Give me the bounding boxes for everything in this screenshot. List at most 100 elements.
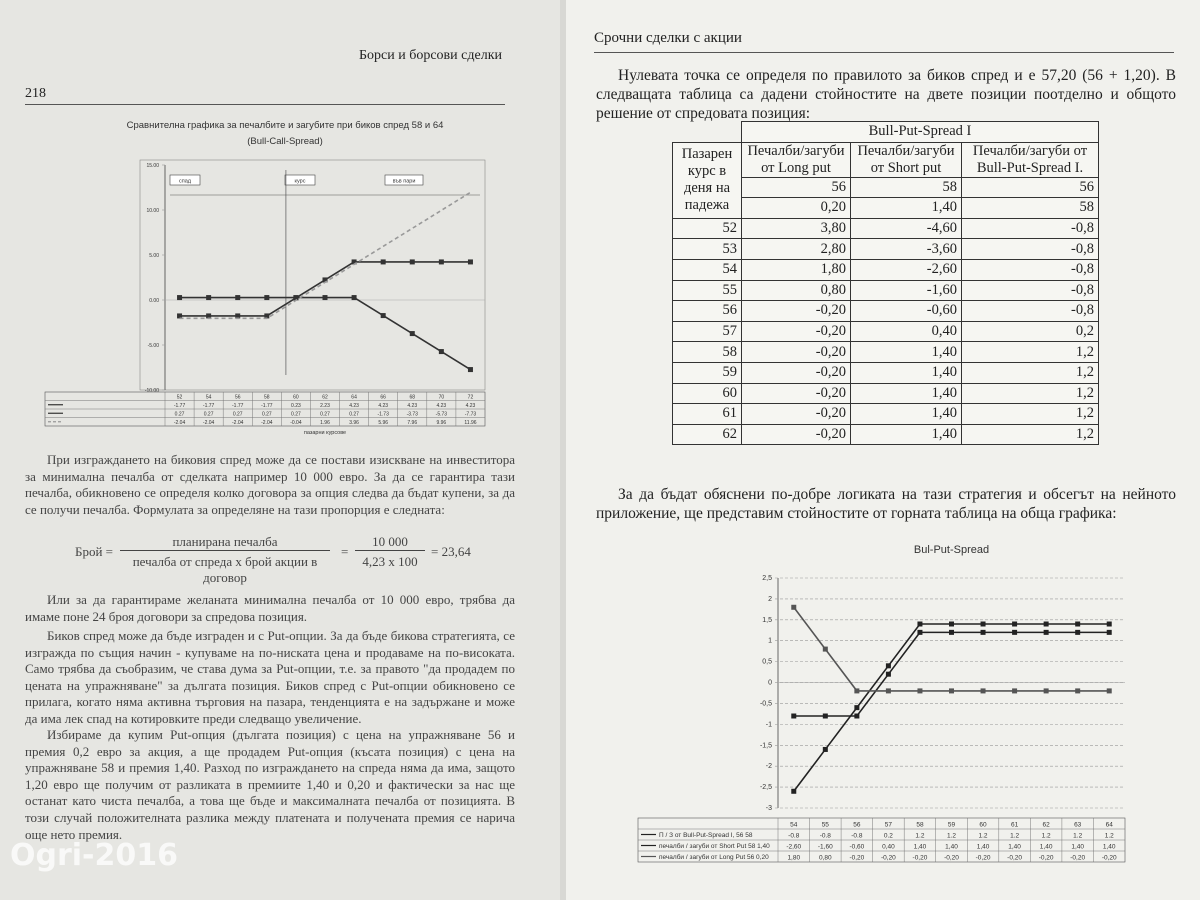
data-label: 0.27 (175, 411, 185, 417)
table-row: 58 -0,20 1,40 1,2 (672, 341, 1099, 363)
data-label: 1.2 (1073, 832, 1082, 839)
marker (1075, 688, 1081, 694)
x-tick-label: 54 (206, 394, 212, 400)
marker (917, 688, 923, 694)
x-tick-label: 58 (916, 821, 924, 828)
x-tick-label: 66 (380, 394, 386, 400)
annotation: във пари (393, 179, 416, 185)
marker (264, 295, 270, 301)
data-label: 0.27 (262, 411, 272, 417)
data-label: 2.23 (320, 403, 330, 409)
right-page: Срочни сделки с акции Нулевата точка се … (566, 0, 1200, 900)
data-label: 0.27 (233, 411, 243, 417)
data-label: -2,60 (786, 843, 801, 850)
data-label: 1.2 (1010, 832, 1019, 839)
marker (206, 295, 212, 301)
table-cell: -0,8 (961, 279, 1099, 302)
marker (980, 629, 986, 635)
marker (949, 629, 954, 635)
data-label: 4.23 (466, 403, 476, 409)
data-label: 1,80 (787, 854, 800, 861)
page-number: 218 (25, 86, 46, 101)
data-table: Bull-Put-Spread I Пазарен курс в деня на … (672, 121, 1099, 446)
data-label: 0.27 (320, 411, 330, 417)
header-rule (594, 52, 1174, 53)
table-cell: -0,20 (741, 423, 851, 446)
data-label: 11.96 (464, 420, 476, 426)
marker (917, 629, 923, 635)
marker (177, 313, 183, 319)
table-cell: 1,2 (961, 341, 1099, 363)
marker (791, 713, 797, 719)
formula-equals: = (341, 544, 349, 559)
x-tick-label: 72 (468, 394, 474, 400)
series-line (179, 296, 471, 371)
y-tick-label: 0,5 (762, 659, 772, 666)
marker (822, 746, 828, 752)
x-tick-label: 56 (235, 394, 241, 400)
data-label: 1,40 (945, 843, 958, 850)
table-row: 56 58 56 (673, 176, 1099, 199)
table-cell: 1,2 (961, 382, 1099, 405)
x-tick-label: 55 (822, 821, 830, 828)
chart-subtitle: (Bull-Call-Spread) (247, 136, 323, 147)
paragraph: За да бъдат обяснени по-добре логиката н… (596, 486, 1176, 522)
paragraph: При изграждането на биковия спред може д… (25, 452, 515, 517)
table-cell: 54 (672, 258, 742, 281)
watermark: Ogri-2016 (10, 838, 179, 873)
y-tick-label: -1,5 (760, 742, 772, 749)
marker (1075, 621, 1081, 627)
x-tick-label: 54 (790, 821, 798, 828)
marker (380, 313, 386, 319)
data-label: -0,20 (849, 854, 864, 861)
annotation-box (284, 174, 316, 186)
x-tick-label: 62 (322, 394, 328, 400)
y-tick-label: -3 (766, 805, 772, 812)
marker (822, 713, 828, 719)
table-cell: 60 (672, 382, 742, 405)
data-label: 4.23 (436, 403, 446, 409)
data-label: 4.23 (349, 403, 359, 409)
formula-denominator: 4,23 x 100 (362, 554, 418, 569)
formula-denominator: печалба от спреда х брой акции в договор (132, 554, 318, 585)
table-cell: -0,20 (741, 382, 851, 405)
data-label: -0,20 (1039, 854, 1054, 861)
legend-label: печалби / загуби от Short Put 58 1,40 (659, 842, 770, 850)
table-cell: 53 (672, 238, 742, 260)
table-cell: 1,40 (850, 423, 962, 446)
paragraph: Биков спред може да бъде изграден и с Pu… (25, 628, 515, 726)
data-label: 0.27 (204, 411, 214, 417)
marker (409, 259, 415, 265)
table-row: Bull-Put-Spread I (673, 121, 1099, 143)
y-tick-label: 5.00 (149, 253, 159, 259)
data-label: -0,20 (944, 854, 959, 861)
marker (1043, 629, 1049, 635)
data-label: -0.8 (820, 832, 832, 839)
running-header: Срочни сделки с акции (594, 30, 742, 46)
left-page: Борси и борсови сделки 218 При изграждан… (0, 0, 560, 900)
table-cell: -0,20 (741, 320, 851, 343)
x-tick-label: 60 (293, 394, 299, 400)
data-label: 9.96 (436, 420, 446, 426)
series-line (179, 191, 471, 320)
marker (380, 259, 386, 265)
y-tick-label: 15.00 (146, 163, 159, 169)
data-label: 5.96 (378, 420, 388, 426)
table-cell: Печалби/загуби от Bull-Put-Spread I. (961, 141, 1099, 178)
x-tick-label: 63 (1074, 821, 1082, 828)
data-label: -0,20 (1007, 854, 1022, 861)
data-label: 0.27 (291, 411, 301, 417)
marker (1012, 621, 1018, 627)
x-tick-label: 52 (177, 394, 183, 400)
table-row: 53 2,80 -3,60 -0,8 (672, 238, 1099, 260)
data-label: -2.04 (203, 420, 215, 426)
paragraph: Или за да гарантираме желаната минимална… (25, 592, 515, 624)
table-cell: 58 (961, 197, 1099, 219)
table-cell: -1,60 (850, 279, 962, 302)
data-label: -2.04 (261, 420, 273, 426)
y-tick-label: 1 (768, 638, 772, 645)
data-label: 0.2 (884, 832, 893, 839)
marker (1012, 688, 1018, 694)
table-cell: -0,20 (741, 300, 851, 322)
